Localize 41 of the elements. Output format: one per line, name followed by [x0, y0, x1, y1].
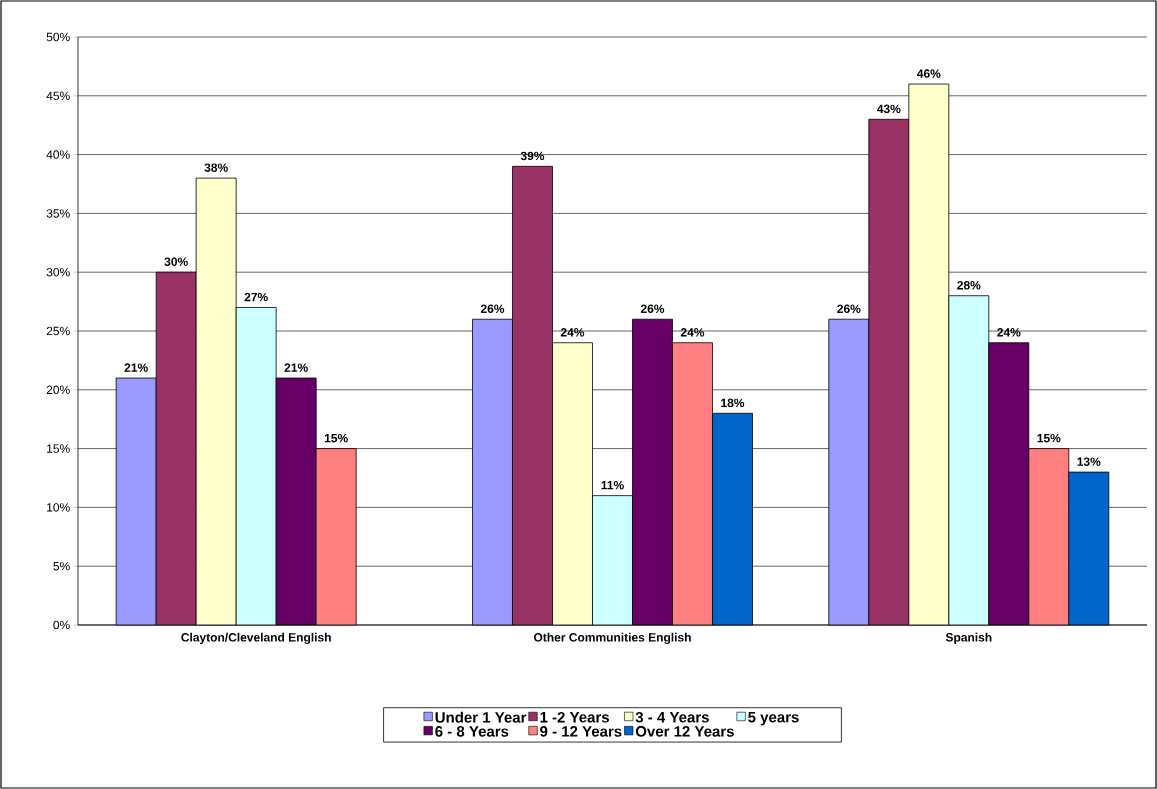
y-tick-label: 30% [46, 267, 70, 277]
data-label: 15% [324, 433, 348, 443]
x-tick-label: Spanish [945, 632, 992, 644]
data-label: 24% [560, 328, 585, 337]
x-tick-label: Other Communities English [533, 632, 691, 645]
data-label: 43% [876, 104, 901, 114]
data-label: 13% [1077, 457, 1101, 466]
data-label: 26% [640, 304, 665, 314]
legend-label: 3 - 4 Years [635, 711, 709, 723]
legend-label: 9 - 12 Years [540, 726, 622, 737]
data-label: 27% [244, 292, 268, 302]
data-label: 46% [916, 69, 941, 78]
y-tick-label: 45% [46, 91, 70, 101]
legend-label: 5 years [748, 711, 799, 726]
data-label: 30% [164, 257, 188, 266]
legend-label: Over 12 Years [635, 726, 734, 737]
data-label: 38% [204, 163, 228, 172]
data-label: 18% [721, 398, 745, 408]
data-label: 24% [680, 328, 705, 337]
data-label: 26% [480, 304, 505, 314]
y-tick-label: 50% [46, 32, 70, 42]
y-tick-label: 20% [46, 385, 70, 395]
data-label: 11% [601, 480, 624, 490]
y-tick-label: 15% [47, 444, 70, 453]
y-tick-label: 5% [53, 561, 70, 571]
y-tick-label: 10% [47, 503, 70, 512]
x-tick-label: Clayton/Cleveland English [181, 632, 331, 645]
data-label: 21% [124, 363, 148, 372]
data-label: 15% [1037, 433, 1061, 443]
y-tick-label: 0% [53, 620, 70, 630]
y-tick-label: 25% [46, 326, 70, 336]
data-label: 39% [520, 151, 545, 161]
y-tick-label: 35% [46, 209, 70, 218]
data-label: 24% [997, 328, 1021, 337]
data-label: 26% [837, 304, 861, 314]
legend-label: Under 1 Year [435, 711, 527, 723]
legend-label: 1 -2 Years [540, 711, 609, 723]
data-label: 21% [284, 363, 308, 372]
legend-label: 6 - 8 Years [435, 726, 509, 737]
y-tick-label: 40% [46, 150, 70, 159]
data-label: 28% [957, 281, 981, 290]
